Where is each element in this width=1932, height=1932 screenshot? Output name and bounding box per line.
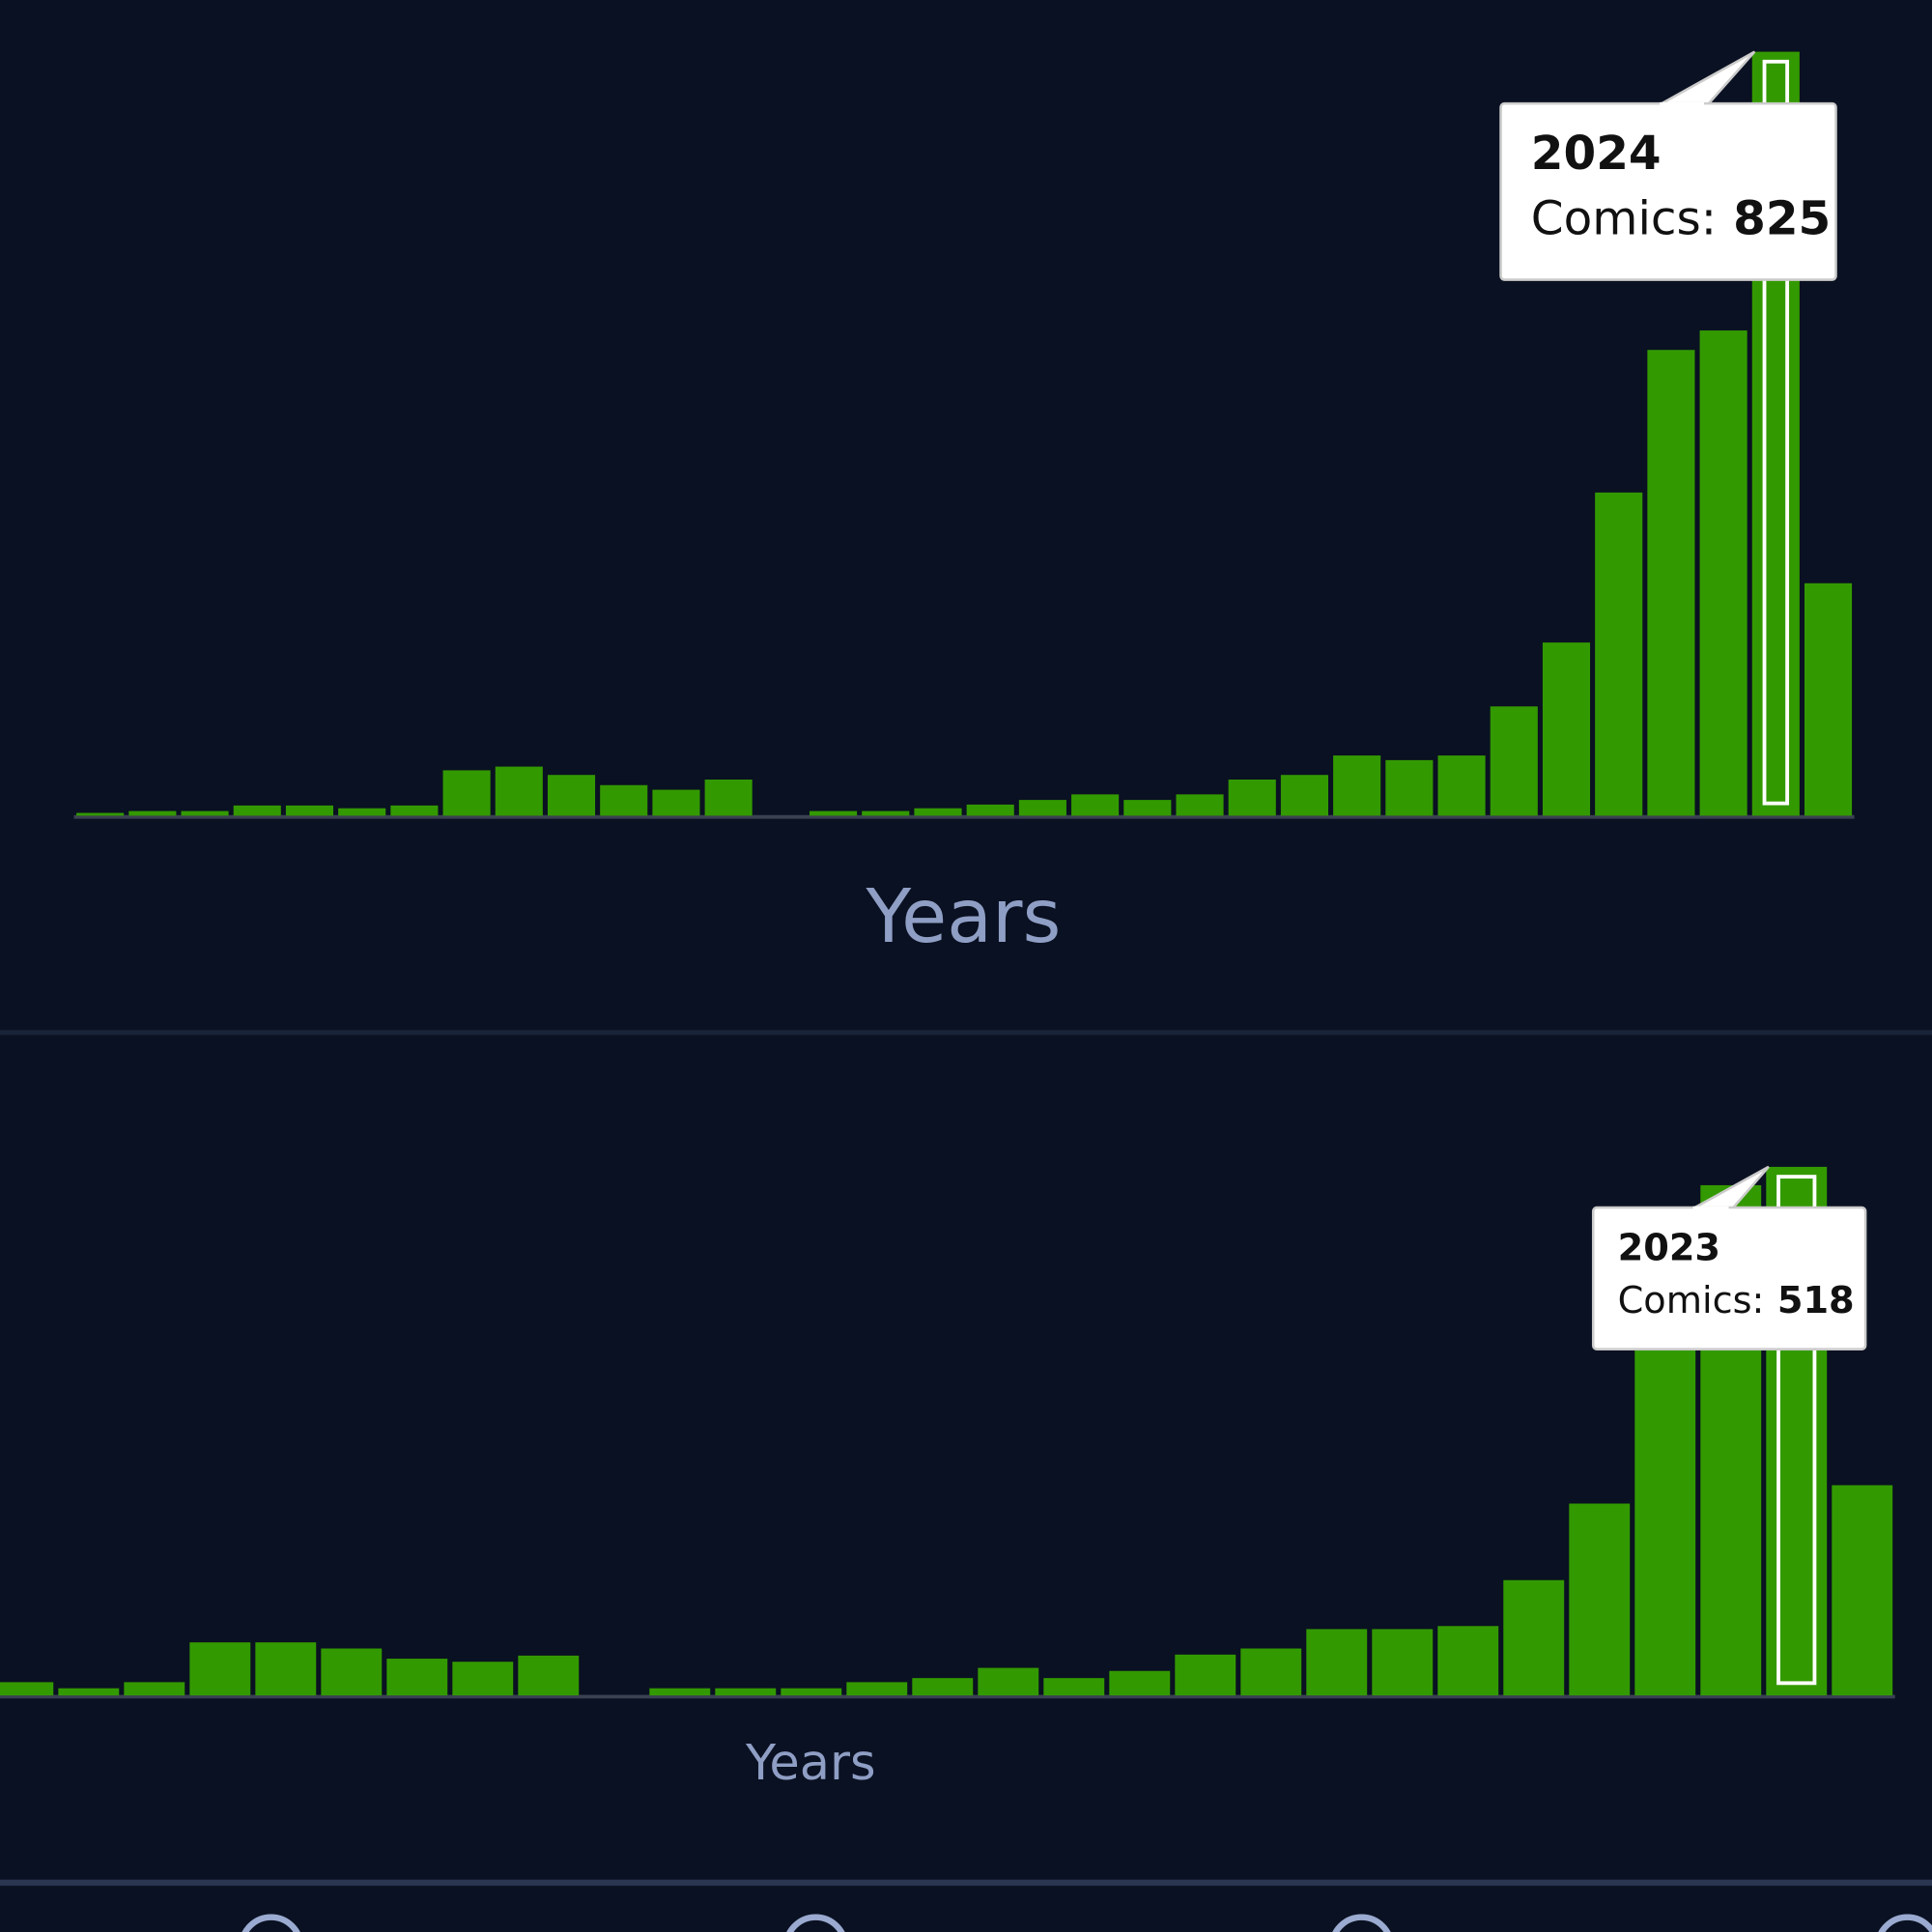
bar [1569, 1503, 1631, 1696]
bar [1175, 1654, 1236, 1696]
tooltip-label: Comics: [1531, 191, 1717, 245]
bar [76, 812, 125, 816]
tooltip-cover [1692, 1206, 1729, 1211]
bar [715, 1688, 777, 1696]
bar [966, 804, 1014, 816]
bar [1647, 350, 1695, 816]
bar [338, 808, 386, 816]
bar [1043, 1678, 1105, 1696]
tooltip-value: 825 [1733, 191, 1831, 245]
tooltip-label: Comics: [1618, 1279, 1765, 1322]
bar [649, 1688, 711, 1696]
bar [518, 1655, 580, 1696]
bar [58, 1688, 120, 1696]
bar [390, 805, 439, 816]
bar [978, 1667, 1039, 1696]
bar [846, 1682, 908, 1696]
bar [1437, 755, 1486, 816]
tooltip-cover [1660, 101, 1705, 107]
bar [1832, 1485, 1893, 1696]
nav-icon[interactable] [242, 1914, 300, 1932]
bar [1699, 330, 1747, 816]
bar [442, 770, 491, 816]
bar [1176, 794, 1224, 816]
bar [914, 808, 962, 816]
bar [1123, 800, 1172, 816]
tooltip-title: 2023 [1618, 1227, 1720, 1270]
tooltip [1591, 1206, 1867, 1350]
bar-highlight [1762, 59, 1790, 806]
bar [600, 784, 648, 816]
bar [1071, 794, 1120, 816]
bar [189, 1642, 251, 1696]
bar [1109, 1670, 1171, 1696]
bar [1240, 1648, 1302, 1696]
bar [1804, 582, 1853, 816]
bar [181, 810, 229, 816]
bar [1306, 1629, 1368, 1696]
bar [704, 780, 753, 816]
bar [0, 1682, 54, 1696]
bar [452, 1662, 514, 1696]
tooltip-value: 518 [1777, 1279, 1855, 1322]
x-axis-label: Years [745, 1735, 876, 1792]
bar [495, 766, 543, 816]
bar-highlight [1776, 1175, 1817, 1686]
bar [321, 1648, 383, 1696]
bar [1333, 755, 1381, 816]
bar [1385, 759, 1434, 816]
bar [386, 1659, 448, 1696]
nav-icon[interactable] [1878, 1914, 1932, 1932]
bar [1595, 492, 1643, 816]
bar [255, 1642, 317, 1696]
nav-icon[interactable] [786, 1914, 845, 1932]
bar [128, 810, 177, 816]
bar [547, 775, 596, 816]
bar [1634, 1318, 1696, 1696]
bar [1280, 775, 1328, 816]
bar [781, 1688, 842, 1696]
bar [233, 805, 281, 816]
bar [1437, 1626, 1499, 1696]
bar [1372, 1629, 1434, 1696]
bar [862, 810, 910, 816]
bar [1503, 1579, 1565, 1696]
bar [1490, 706, 1538, 816]
nav-icon[interactable] [1332, 1914, 1391, 1932]
x-axis-label: Years [866, 874, 1062, 960]
bar [1018, 800, 1066, 816]
bar [1228, 780, 1276, 816]
tooltip-title: 2024 [1531, 127, 1662, 181]
bar [285, 805, 334, 816]
bar [124, 1682, 185, 1696]
bar [810, 810, 858, 816]
bar [912, 1678, 974, 1696]
bar [1542, 642, 1591, 816]
bar [652, 789, 700, 816]
